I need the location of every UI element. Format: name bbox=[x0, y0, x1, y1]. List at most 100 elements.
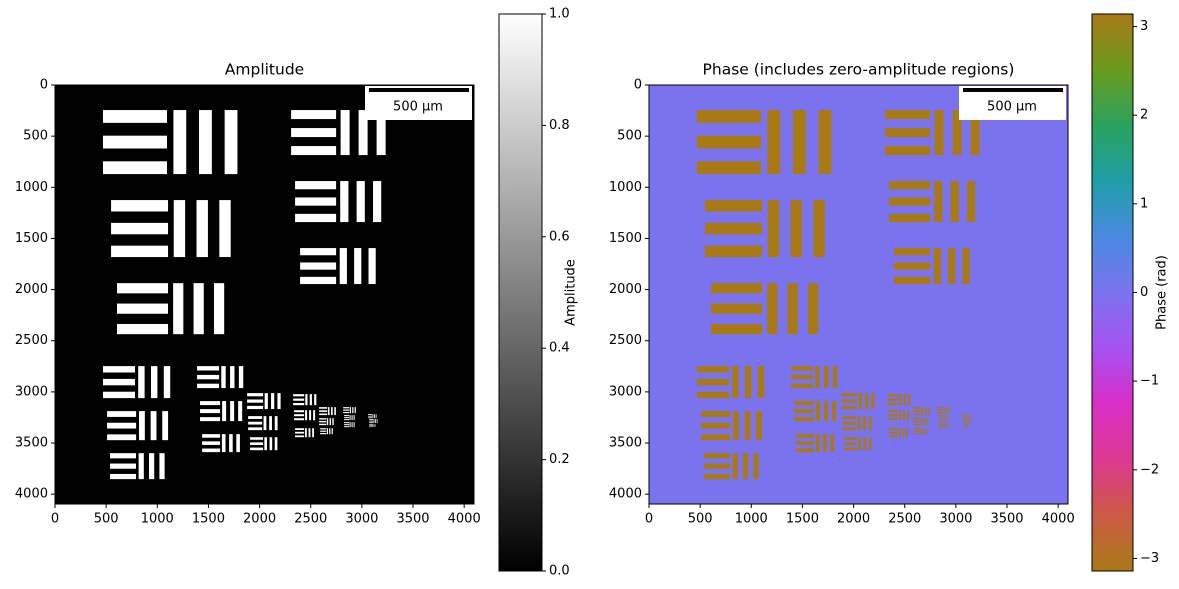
target bbox=[938, 422, 949, 428]
target-bar bbox=[858, 437, 861, 451]
target bbox=[319, 407, 336, 416]
target-bar bbox=[946, 407, 948, 414]
target-bar bbox=[111, 245, 169, 258]
target-bar bbox=[787, 283, 798, 335]
target-bar bbox=[111, 222, 169, 235]
target-bar bbox=[295, 181, 337, 190]
target-bar bbox=[844, 437, 858, 440]
target-bar bbox=[952, 110, 962, 156]
target-bar bbox=[943, 407, 946, 414]
target bbox=[796, 434, 834, 453]
target-bar bbox=[913, 410, 922, 412]
target bbox=[116, 283, 225, 335]
target-bar bbox=[196, 200, 208, 258]
target-bar bbox=[300, 262, 337, 270]
target bbox=[696, 366, 765, 399]
image-panel: 500 µm Amplitude 0 500 1000 1500 2000 2500 3000 3… bbox=[15, 7, 579, 579]
target-bar bbox=[757, 366, 765, 399]
target-bar bbox=[349, 407, 352, 414]
target-bar bbox=[264, 437, 267, 451]
x-tick-label: 2500 bbox=[888, 512, 921, 527]
target bbox=[889, 181, 976, 223]
target-bar bbox=[199, 110, 212, 175]
target bbox=[344, 415, 355, 421]
x-tick-label: 3500 bbox=[990, 512, 1023, 527]
target-bar bbox=[340, 181, 349, 223]
target-bar bbox=[250, 437, 264, 440]
target bbox=[794, 401, 837, 422]
target-bar bbox=[962, 417, 967, 419]
target-bar bbox=[202, 434, 221, 438]
target-bar bbox=[841, 399, 858, 403]
x-tick-label: 0 bbox=[645, 512, 653, 527]
target-bar bbox=[293, 402, 305, 406]
x-tick-label: 0 bbox=[51, 512, 59, 527]
target-bar bbox=[863, 416, 866, 431]
target-bar bbox=[294, 418, 305, 421]
target-bar bbox=[832, 401, 837, 422]
x-tick-label: 2000 bbox=[243, 512, 276, 527]
chart-title: Amplitude bbox=[225, 61, 304, 79]
target-bar bbox=[353, 415, 355, 421]
target-bar bbox=[173, 283, 184, 335]
target bbox=[344, 422, 355, 428]
target-bar bbox=[913, 423, 921, 426]
target-bar bbox=[305, 410, 308, 421]
target-bar bbox=[139, 411, 145, 441]
target-bar bbox=[842, 416, 857, 419]
target-bar bbox=[344, 415, 350, 417]
target-bar bbox=[962, 415, 967, 417]
target-bar bbox=[898, 428, 901, 438]
target-bar bbox=[815, 434, 820, 453]
target-bar bbox=[248, 421, 263, 425]
target-bar bbox=[921, 407, 924, 416]
target-bar bbox=[376, 419, 378, 424]
target-bar bbox=[274, 437, 278, 451]
target-bar bbox=[102, 135, 168, 149]
target-bar bbox=[907, 410, 910, 421]
scalebar-label: 500 µm bbox=[393, 100, 443, 115]
target-bar bbox=[102, 161, 168, 175]
target-bar bbox=[236, 434, 240, 453]
target-bar bbox=[368, 417, 373, 419]
target-bar bbox=[309, 394, 312, 406]
x-tick-label: 4000 bbox=[1042, 512, 1075, 527]
target-bar bbox=[149, 453, 155, 480]
target bbox=[291, 110, 386, 156]
target-bar bbox=[704, 453, 731, 459]
target-bar bbox=[343, 407, 350, 409]
y-tick-label: 3500 bbox=[15, 436, 48, 451]
target bbox=[841, 393, 875, 410]
colorbar-label: Amplitude bbox=[564, 259, 579, 326]
target bbox=[894, 248, 970, 285]
target-bar bbox=[202, 448, 221, 453]
target-bar bbox=[889, 181, 931, 190]
target bbox=[791, 366, 838, 389]
target-bar bbox=[969, 419, 970, 424]
target-bar bbox=[938, 419, 944, 421]
target bbox=[913, 418, 928, 426]
target bbox=[963, 419, 972, 424]
target-bar bbox=[102, 391, 135, 399]
target-bar bbox=[704, 473, 731, 480]
target-bar bbox=[247, 399, 264, 403]
x-tick-label: 1000 bbox=[141, 512, 174, 527]
target-bar bbox=[291, 128, 337, 138]
y-tick-label: 500 bbox=[23, 129, 48, 144]
target-bar bbox=[710, 323, 763, 335]
target-bar bbox=[914, 430, 921, 432]
target-bar bbox=[906, 428, 908, 438]
target bbox=[368, 414, 377, 419]
target-bar bbox=[197, 366, 220, 371]
target-bar bbox=[354, 407, 356, 414]
target-bar bbox=[294, 414, 305, 417]
y-tick-label: 1000 bbox=[609, 180, 642, 195]
y-tick-label: 1000 bbox=[15, 180, 48, 195]
target-bar bbox=[963, 426, 967, 428]
target-bar bbox=[320, 433, 327, 435]
target bbox=[369, 424, 376, 428]
target-bar bbox=[928, 407, 930, 416]
target bbox=[111, 200, 231, 258]
target-bar bbox=[807, 283, 819, 335]
x-tick-label: 1500 bbox=[192, 512, 225, 527]
